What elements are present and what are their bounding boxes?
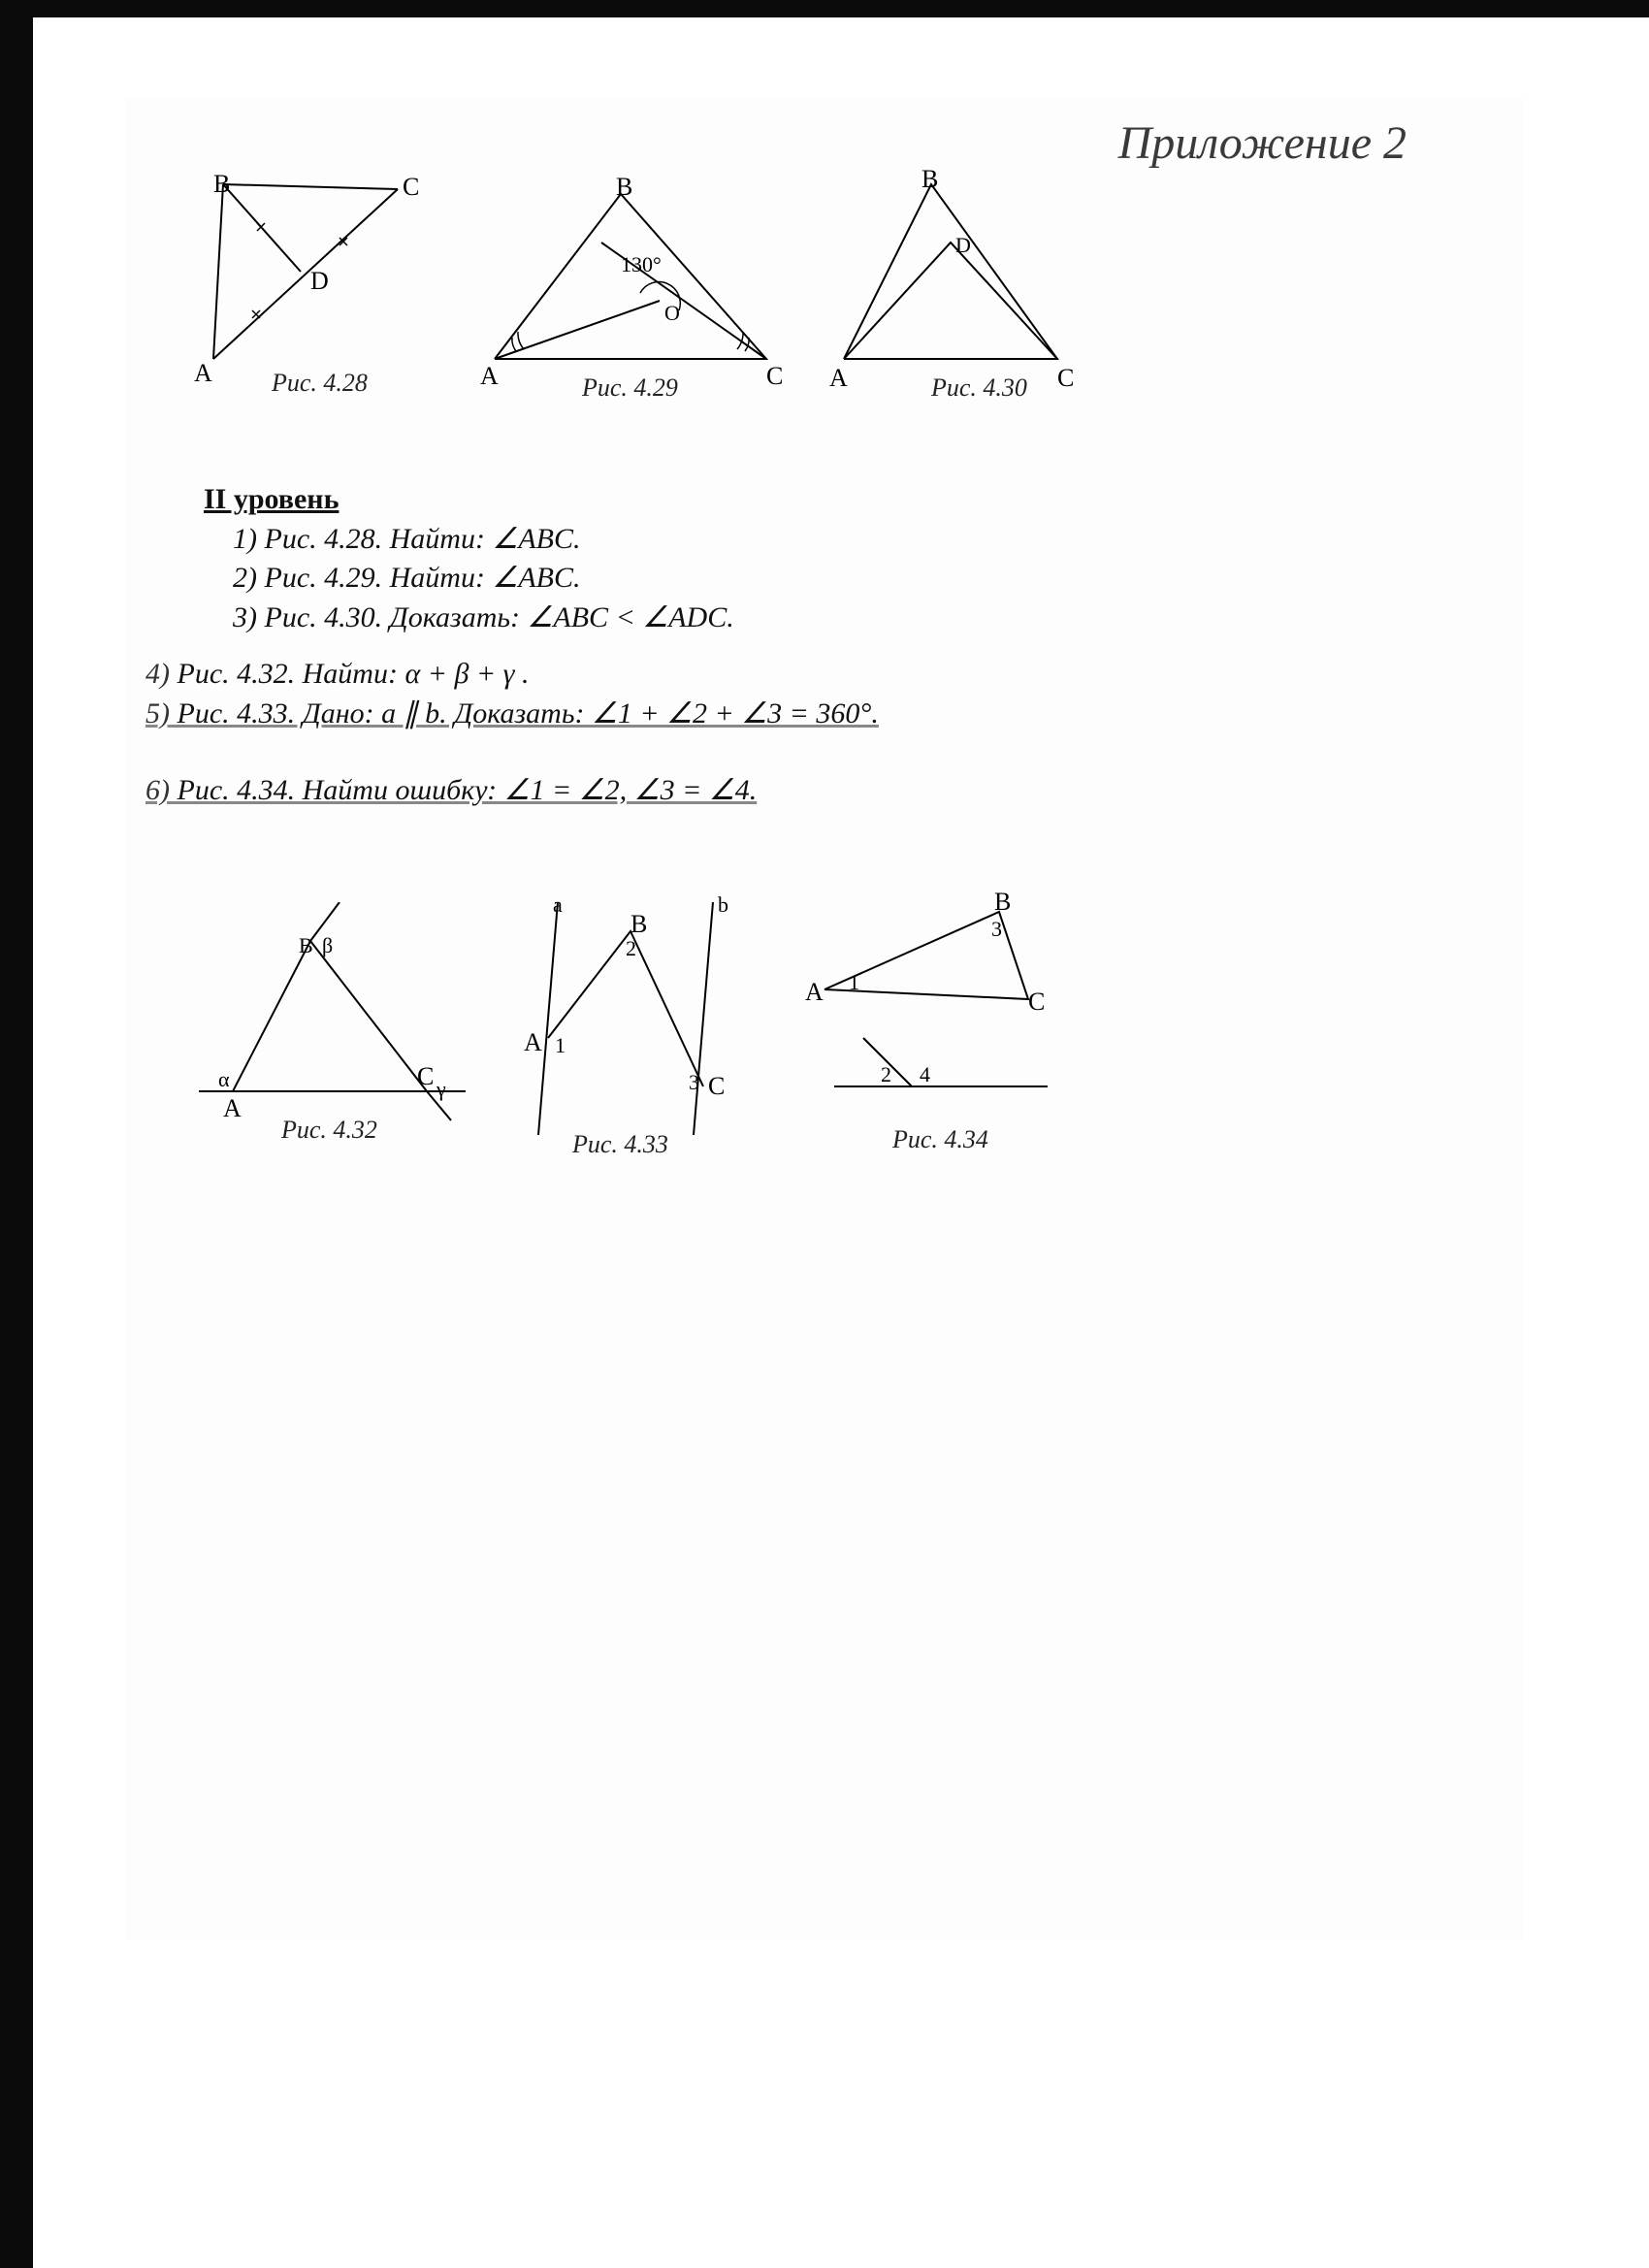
fig433-b: b <box>718 892 728 918</box>
fig429-B: B <box>616 173 632 202</box>
fig-4-32 <box>194 902 475 1125</box>
fig428-A: A <box>194 359 212 388</box>
fig433-a: a <box>553 892 563 918</box>
fig430-C: C <box>1057 364 1074 393</box>
task-4-num: 4) <box>146 658 170 690</box>
fig433-n3: 3 <box>689 1070 699 1095</box>
fig434-C: C <box>1028 988 1045 1017</box>
task-3: 3) Рис. 4.30. Доказать: ∠ABC < ∠ADC. <box>233 599 1368 638</box>
task-4: 4) Рис. 4.32. Найти: α + β + γ . <box>146 655 1406 695</box>
fig432-B: B <box>299 933 313 958</box>
fig434-A: A <box>805 978 824 1007</box>
fig433-B: B <box>630 910 647 939</box>
fig434-B: B <box>994 888 1011 917</box>
fig430-B: B <box>922 165 938 194</box>
fig433-caption: Рис. 4.33 <box>572 1130 668 1159</box>
fig429-A: A <box>480 362 499 391</box>
fig428-B: B <box>213 170 230 199</box>
fig434-caption: Рис. 4.34 <box>892 1125 988 1154</box>
fig434-n4: 4 <box>920 1062 930 1087</box>
fig433-n1: 1 <box>555 1033 566 1058</box>
fig432-alpha: α <box>218 1067 230 1092</box>
tasks-block-3: 6) Рис. 4.34. Найти ошибку: ∠1 = ∠2, ∠3 … <box>146 771 1406 811</box>
fig429-caption: Рис. 4.29 <box>582 373 678 403</box>
task-6-num: 6) <box>146 774 170 806</box>
fig432-C: C <box>417 1062 434 1091</box>
fig429-O: O <box>664 301 680 326</box>
fig434-n3: 3 <box>991 917 1002 942</box>
fig428-caption: Рис. 4.28 <box>272 369 368 398</box>
fig433-n2: 2 <box>626 936 636 961</box>
tasks-block-2: 4) Рис. 4.32. Найти: α + β + γ . 5) Рис.… <box>146 655 1406 733</box>
fig432-caption: Рис. 4.32 <box>281 1116 377 1145</box>
fig430-D: D <box>955 233 971 258</box>
scan-border-left <box>0 0 33 2268</box>
page: Приложение 2 B C A D Рис. 4.28 <box>0 0 1649 2268</box>
task-1: 1) Рис. 4.28. Найти: ∠ABC. <box>233 520 1368 560</box>
fig-4-30 <box>824 165 1086 388</box>
fig432-beta: β <box>322 933 333 958</box>
fig428-D: D <box>310 267 329 296</box>
task-6: 6) Рис. 4.34. Найти ошибку: ∠1 = ∠2, ∠3 … <box>146 771 1406 811</box>
paper-area: Приложение 2 B C A D Рис. 4.28 <box>126 97 1523 1940</box>
fig430-caption: Рис. 4.30 <box>931 373 1027 403</box>
fig434-n1: 1 <box>849 970 859 995</box>
task-2: 2) Рис. 4.29. Найти: ∠ABC. <box>233 559 1368 599</box>
level-heading: II уровень <box>204 483 339 515</box>
fig-4-29 <box>475 175 786 388</box>
page-title: Приложение 2 <box>1118 116 1406 170</box>
fig428-C: C <box>403 173 419 202</box>
task-5: 5) Рис. 4.33. Дано: a ∥ b. Доказать: ∠1 … <box>146 695 1406 734</box>
fig432-gamma: γ <box>436 1077 446 1102</box>
tasks-block: II уровень 1) Рис. 4.28. Найти: ∠ABC. 2)… <box>204 480 1368 637</box>
fig430-A: A <box>829 364 848 393</box>
task-5-num: 5) <box>146 697 170 729</box>
fig432-A: A <box>223 1094 242 1123</box>
fig429-angle: 130° <box>621 252 662 277</box>
fig433-A: A <box>524 1028 542 1057</box>
fig433-C: C <box>708 1072 725 1101</box>
fig429-C: C <box>766 362 783 391</box>
scan-border-top <box>0 0 1649 17</box>
fig434-n2: 2 <box>881 1062 891 1087</box>
